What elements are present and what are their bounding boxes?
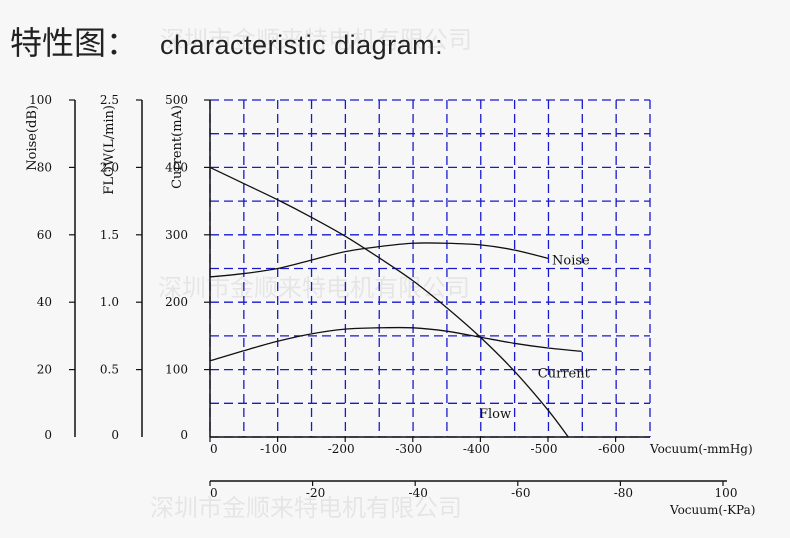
y-tick-label: 0 (111, 428, 119, 442)
title-zh: 特性图： (10, 24, 139, 62)
y-tick-label: 20 (37, 363, 52, 377)
x-tick-label: -100 (260, 442, 287, 456)
curve-current (209, 326, 582, 362)
x-tick-label-kpa: -40 (409, 486, 428, 500)
x-tick-label-kpa: -80 (614, 486, 633, 500)
x-axis-label: Vocuum(-mmHg) (649, 442, 753, 456)
y-axis-label: Current(mA) (170, 105, 185, 189)
axes (69, 99, 727, 486)
y-tick-label: 40 (37, 295, 52, 309)
watermark-text: 深圳市金顺来特电机有限公司 (160, 26, 472, 54)
y-tick-label: 1.5 (100, 228, 119, 242)
x-axis-label-kpa: Vocuum(-KPa) (669, 503, 755, 517)
labels: 020406080100Noise(dB)00.51.01.52.02.5FLO… (25, 93, 755, 517)
y-tick-label: 500 (165, 93, 188, 107)
y-axis-label: FLOW(L/min) (102, 105, 117, 195)
y-tick-label: 300 (165, 228, 188, 242)
x-tick-label: -600 (598, 442, 625, 456)
x-tick-label: -400 (463, 442, 490, 456)
y-tick-label: 0.5 (100, 363, 119, 377)
y-tick-label: 100 (29, 93, 52, 107)
x-tick-label: -500 (531, 442, 558, 456)
y-tick-label: 100 (165, 363, 188, 377)
series-label-flow: Flow (479, 407, 511, 422)
y-tick-label: 400 (165, 160, 188, 174)
y-tick-label: 1.0 (100, 295, 119, 309)
y-tick-label: 60 (37, 228, 52, 242)
series-label-noise: Noise (552, 253, 590, 268)
y-tick-label: 2.0 (100, 160, 119, 174)
y-tick-label: 2.5 (100, 93, 119, 107)
series-label-current: Current (538, 366, 591, 381)
y-tick-label: 0 (44, 428, 52, 442)
title-en: characteristic diagram: (160, 30, 444, 60)
x-tick-label-kpa: 100 (715, 486, 738, 500)
page-title: 特性图： characteristic diagram: (10, 18, 443, 64)
curve-flow (209, 166, 569, 438)
x-tick-label-kpa: 0 (210, 486, 218, 500)
curve-noise (209, 242, 549, 278)
x-tick-label: -200 (328, 442, 355, 456)
y-tick-label: 0 (180, 428, 188, 442)
y-axis-label: Noise(dB) (25, 105, 40, 171)
curves (209, 166, 582, 438)
x-tick-label: 0 (210, 442, 218, 456)
y-tick-label: 200 (165, 295, 188, 309)
x-tick-label: -300 (395, 442, 422, 456)
watermark-text: 深圳市金顺来特电机有限公司 (150, 494, 462, 522)
x-tick-label-kpa: -20 (306, 486, 325, 500)
y-tick-label: 80 (37, 160, 52, 174)
x-tick-label-kpa: -60 (511, 486, 530, 500)
